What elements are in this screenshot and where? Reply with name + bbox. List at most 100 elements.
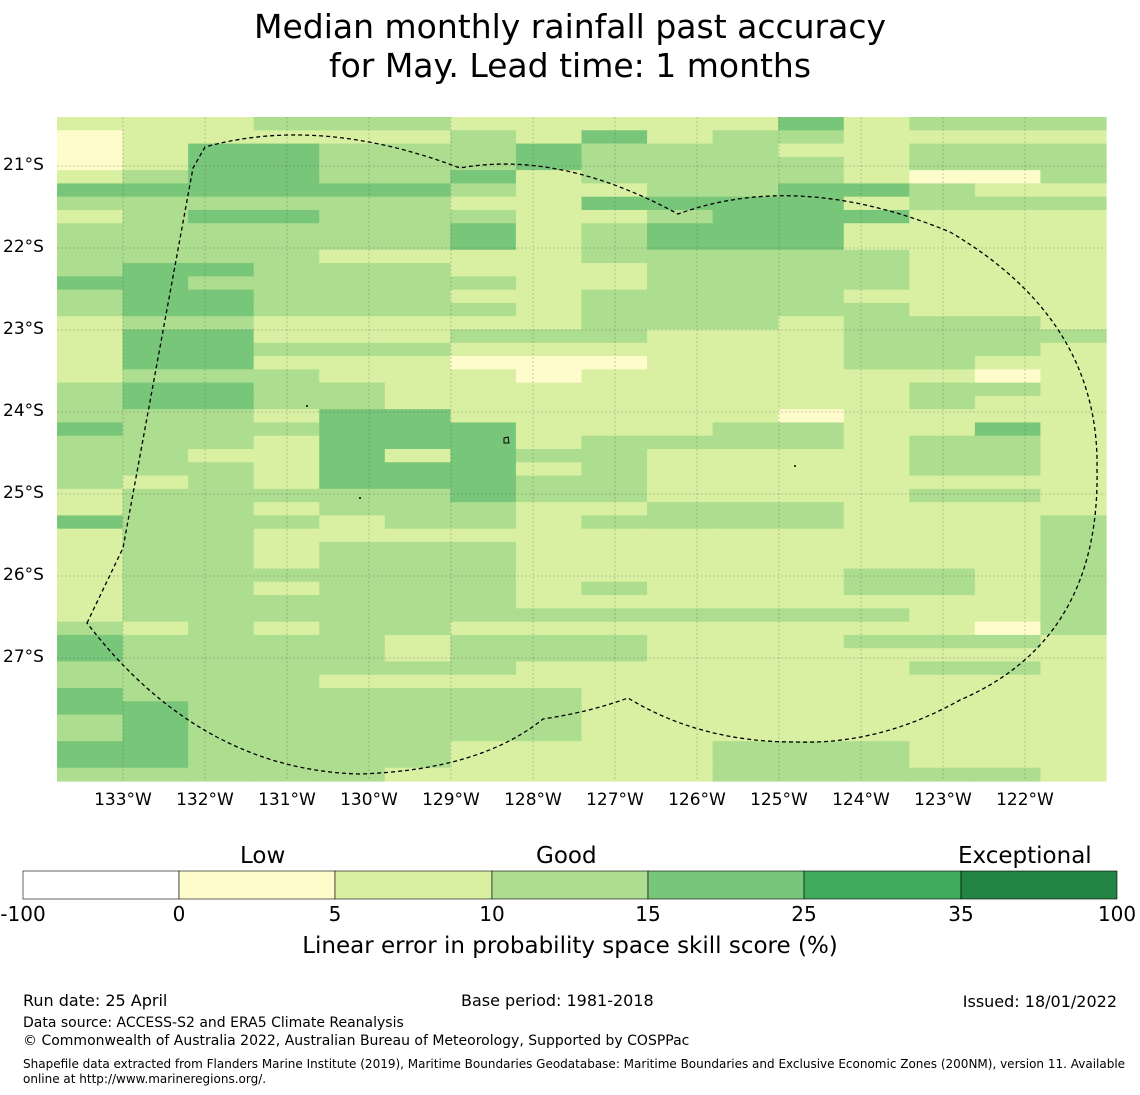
grid-cell	[384, 236, 451, 251]
grid-cell	[319, 648, 386, 663]
grid-cell	[778, 449, 845, 463]
grid-cell	[57, 648, 124, 663]
grid-cell	[122, 289, 189, 304]
colorbar-block	[960, 870, 1118, 900]
grid-cell	[1040, 316, 1107, 331]
island-dot	[306, 405, 308, 407]
grid-cell	[712, 555, 779, 570]
grid-cell	[974, 263, 1042, 277]
grid-cell	[122, 714, 189, 729]
grid-cell	[515, 382, 583, 397]
grid-cell	[384, 395, 451, 410]
grid-cell	[122, 754, 189, 769]
grid-cell	[778, 249, 845, 264]
grid-cell	[57, 435, 124, 450]
grid-cell	[384, 621, 451, 636]
colorbar-tick: -100	[0, 902, 46, 926]
grid-cell	[319, 674, 386, 689]
grid-cell	[57, 329, 124, 344]
grid-cell	[450, 661, 517, 676]
grid-cell	[712, 409, 779, 424]
grid-cell	[384, 117, 451, 131]
grid-cell	[712, 568, 779, 583]
grid-cell	[319, 568, 386, 583]
grid-cell	[515, 342, 583, 357]
grid-cell	[450, 688, 517, 702]
grid-cell	[647, 156, 714, 171]
grid-cell	[515, 462, 583, 477]
grid-cell	[450, 329, 517, 344]
grid-cell	[122, 249, 189, 264]
grid-cell	[319, 316, 386, 331]
grid-cell	[253, 156, 320, 171]
grid-cell	[974, 595, 1042, 609]
grid-cell	[122, 170, 189, 184]
grid-cell	[581, 316, 648, 331]
grid-cell	[384, 661, 451, 676]
grid-cell	[57, 183, 124, 198]
island-dot	[359, 497, 361, 499]
grid-cell	[450, 422, 517, 437]
grid-cell	[581, 475, 648, 490]
grid-cell	[974, 302, 1042, 317]
grid-cell	[581, 209, 648, 224]
grid-cell	[450, 581, 517, 596]
grid-cell	[712, 316, 779, 331]
lon-label: 123°W	[914, 790, 972, 810]
grid-cell	[122, 541, 189, 556]
grid-cell	[122, 648, 189, 663]
grid-cell	[843, 595, 910, 609]
grid-cell	[909, 701, 976, 716]
grid-cell	[909, 276, 976, 291]
lon-label: 132°W	[176, 790, 234, 810]
grid-cell	[974, 209, 1042, 224]
grid-cell	[778, 209, 845, 224]
grid-cell	[1040, 515, 1107, 530]
grid-cell	[122, 595, 189, 609]
grid-cell	[188, 302, 255, 317]
grid-cell	[515, 701, 583, 716]
grid-cell	[122, 143, 189, 158]
grid-cell	[384, 209, 451, 224]
grid-cell	[974, 369, 1042, 384]
grid-cell	[188, 170, 255, 184]
grid-cell	[647, 581, 714, 596]
grid-cell	[188, 701, 255, 716]
grid-cell	[188, 382, 255, 397]
grid-cell	[450, 289, 517, 304]
lat-label: 25°S	[3, 483, 44, 503]
grid-cell	[319, 263, 386, 277]
grid-cell	[581, 289, 648, 304]
grid-cell	[450, 196, 517, 211]
grid-cell	[647, 608, 714, 623]
grid-cell	[515, 754, 583, 769]
grid-cell	[909, 170, 976, 184]
grid-cell	[1040, 143, 1107, 158]
grid-cell	[253, 648, 320, 663]
grid-cell	[450, 263, 517, 277]
grid-cell	[647, 648, 714, 663]
grid-cell	[515, 568, 583, 583]
rainfall-accuracy-map	[57, 117, 1107, 782]
grid-cell	[1040, 595, 1107, 609]
grid-cell	[974, 475, 1042, 490]
grid-cell	[515, 634, 583, 649]
grid-cell	[319, 130, 386, 145]
grid-cell	[974, 727, 1042, 742]
grid-cell	[450, 767, 517, 782]
grid-cell	[57, 634, 124, 649]
grid-cell	[57, 688, 124, 702]
grid-cell	[712, 701, 779, 716]
grid-cell	[974, 130, 1042, 145]
grid-cell	[843, 356, 910, 370]
grid-cell	[122, 316, 189, 331]
grid-cell	[909, 196, 976, 211]
grid-cell	[778, 117, 845, 131]
grid-cell	[1040, 263, 1107, 277]
grid-cell	[778, 741, 845, 756]
grid-cell	[843, 236, 910, 251]
grid-cell	[843, 674, 910, 689]
grid-cell	[384, 143, 451, 158]
grid-cell	[974, 581, 1042, 596]
grid-cell	[57, 117, 124, 131]
